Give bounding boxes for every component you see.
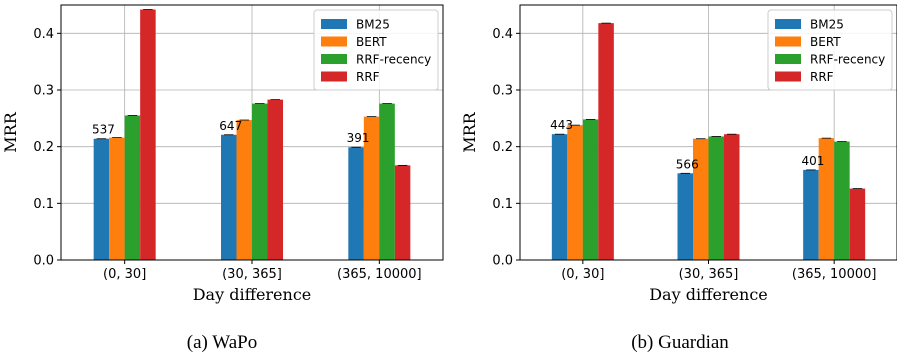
bar-bert: [818, 138, 835, 260]
legend-swatch: [321, 54, 347, 64]
count-label: 537: [92, 123, 115, 137]
count-label: 391: [347, 131, 370, 145]
count-label: 566: [676, 157, 699, 171]
legend-label: BERT: [356, 35, 387, 49]
bar-rrf-recency: [252, 103, 268, 260]
y-tick-label: 0.2: [492, 140, 513, 155]
y-tick-label: 0.2: [33, 140, 54, 155]
legend-swatch: [775, 36, 801, 47]
plot-frame: [519, 4, 897, 261]
count-label: 443: [550, 118, 573, 132]
x-axis-label: Day difference: [193, 285, 312, 304]
y-tick-label: 0.3: [492, 84, 513, 99]
legend-label: BM25: [810, 18, 844, 32]
legend: BM25 BERT RRF-recency RRF: [313, 9, 439, 91]
bar-bert: [363, 116, 380, 260]
legend-swatch: [321, 71, 347, 82]
y-tick-label: 0.4: [492, 27, 513, 42]
bar-bert: [236, 120, 252, 261]
panel-caption: (b) Guardian: [631, 332, 729, 353]
bar-bm25: [803, 169, 819, 260]
legend-label: RRF-recency: [810, 53, 885, 67]
bar-rrf-recency: [124, 115, 141, 260]
x-tick-label: (365, 10000]: [792, 267, 877, 282]
bar-rrf: [267, 99, 283, 260]
bar-bm25: [348, 147, 364, 260]
plot-frame: [60, 4, 444, 261]
bar-bm25: [677, 173, 693, 260]
y-tick-label: 0.4: [33, 27, 54, 42]
legend-label: RRF: [356, 70, 380, 84]
bar-bert: [693, 138, 709, 260]
bar-bm25: [221, 134, 237, 260]
bar-rrf-recency: [582, 119, 599, 260]
count-label: 401: [801, 154, 824, 168]
x-tick-label: (30, 365]: [222, 267, 282, 282]
bar-rrf: [140, 9, 156, 261]
bar-bm25: [551, 134, 568, 260]
x-tick-label: (0, 30]: [103, 267, 146, 282]
x-tick-label: (365, 10000]: [337, 267, 422, 282]
x-tick-label: (0, 30]: [561, 267, 604, 282]
bar-bert: [109, 137, 125, 260]
legend: BM25 BERT RRF-recency RRF: [767, 9, 893, 91]
bar-bm25: [93, 138, 110, 260]
count-label: 647: [219, 119, 242, 133]
bar-rrf-recency: [379, 103, 395, 260]
y-tick-label: 0.3: [33, 84, 54, 99]
chart-panel-2: 0.0 0.1 0.2 0.3 0.4 443 566 401 (0, 30] (30, 365]…: [460, 4, 897, 353]
bar-bert: [567, 125, 583, 260]
legend-label: BERT: [810, 35, 841, 49]
bar-rrf: [724, 134, 740, 260]
bar-rrf: [849, 188, 866, 260]
bar-rrf-recency: [708, 136, 724, 260]
y-tick-label: 0.1: [33, 197, 54, 212]
x-tick-label: (30, 365]: [679, 267, 739, 282]
panel-caption: (a) WaPo: [187, 332, 257, 353]
legend-swatch: [321, 19, 347, 29]
y-tick-label: 0.0: [33, 254, 54, 269]
legend-label: RRF: [810, 70, 834, 84]
legend-swatch: [775, 54, 801, 64]
y-axis-label: MRR: [460, 111, 479, 152]
bar-rrf-recency: [834, 141, 850, 260]
legend-swatch: [775, 71, 801, 82]
bar-rrf: [598, 23, 614, 261]
x-axis-label: Day difference: [649, 285, 768, 304]
legend-swatch: [775, 19, 801, 29]
bar-rrf: [394, 165, 411, 260]
legend-swatch: [321, 36, 347, 47]
y-tick-label: 0.0: [492, 254, 513, 269]
y-tick-label: 0.1: [492, 197, 513, 212]
legend-label: BM25: [356, 18, 390, 32]
y-axis-label: MRR: [1, 111, 20, 152]
legend-label: RRF-recency: [356, 53, 431, 67]
chart-panel-1: 0.0 0.1 0.2 0.3 0.4 537 647 391 (0, 30] (30, 365]…: [1, 4, 444, 353]
legend-box: [313, 9, 439, 91]
legend-box: [767, 9, 893, 91]
